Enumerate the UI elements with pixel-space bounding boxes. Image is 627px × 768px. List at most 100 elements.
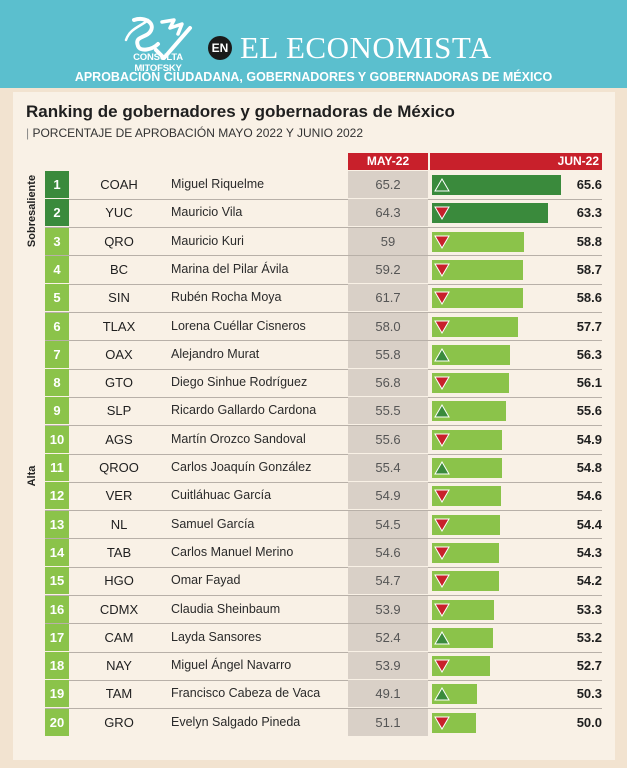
trend-up-icon <box>434 347 450 362</box>
jun-value: 50.0 <box>576 714 602 730</box>
governor-name: Lorena Cuéllar Cisneros <box>171 318 306 333</box>
brand-title: EL ECONOMISTA <box>240 30 492 65</box>
trend-down-icon <box>434 376 450 391</box>
rank-badge: 13 <box>45 510 69 538</box>
jun-bar <box>432 231 524 252</box>
row-divider <box>45 566 602 568</box>
rank-badge: 2 <box>45 199 69 227</box>
jun-value: 56.1 <box>576 375 602 391</box>
rank-badge: 1 <box>45 171 69 198</box>
row-divider <box>45 283 602 285</box>
trend-up-icon <box>434 630 450 645</box>
trend-down-icon <box>434 433 450 447</box>
mitofsky-logo-icon <box>124 17 192 60</box>
governor-name: Diego Sinhue Rodríguez <box>171 375 308 390</box>
jun-value: 52.7 <box>576 658 602 674</box>
chart-title: Ranking de gobernadores y gobernadoras d… <box>26 102 455 121</box>
governor-name: Layda Sansores <box>171 629 262 644</box>
state-code: VER <box>105 488 133 504</box>
rank-badge: 9 <box>45 397 69 425</box>
rank-badge: 10 <box>45 425 69 453</box>
row-divider <box>45 651 602 653</box>
row-divider <box>45 595 602 596</box>
row-divider <box>45 453 602 455</box>
state-code: HGO <box>104 573 134 589</box>
may-value: 54.5 <box>348 510 428 538</box>
row-divider <box>45 708 602 710</box>
state-code: SLP <box>106 403 132 419</box>
jun-value: 54.8 <box>576 460 602 475</box>
row-divider <box>45 368 602 370</box>
rank-badge: 3 <box>45 227 69 255</box>
jun-value: 58.8 <box>576 233 602 249</box>
state-code: CDMX <box>99 601 139 617</box>
jun-bar <box>432 401 507 422</box>
trend-up-icon <box>434 404 450 418</box>
governor-name: Omar Fayad <box>171 573 241 588</box>
may-value: 55.8 <box>348 340 428 368</box>
governor-name: Carlos Joaquín González <box>171 460 312 474</box>
may-value: 49.1 <box>348 680 428 708</box>
state-code: YUC <box>105 205 133 221</box>
governor-name: Francisco Cabeza de Vaca <box>171 686 321 701</box>
state-code: OAX <box>105 346 133 362</box>
trend-down-icon <box>434 235 450 249</box>
may-value: 56.8 <box>348 369 428 397</box>
trend-up-icon <box>434 687 450 701</box>
category-label-sobresaliente: Sobresaliente <box>26 174 38 248</box>
row-divider <box>45 396 602 398</box>
jun-bar <box>432 288 523 309</box>
rank-badge: 20 <box>45 708 69 736</box>
may-value: 55.5 <box>348 397 428 425</box>
jun-bar <box>432 203 549 224</box>
row-divider <box>45 679 602 681</box>
en-badge: EN <box>208 36 232 60</box>
may-value: 52.4 <box>348 623 428 651</box>
governor-name: Rubén Rocha Moya <box>171 290 282 305</box>
jun-value: 53.2 <box>576 629 602 645</box>
jun-value: 55.6 <box>576 403 602 419</box>
governor-name: Mauricio Kuri <box>171 233 244 248</box>
state-code: COAH <box>100 177 138 192</box>
may-value: 64.3 <box>348 199 428 227</box>
jun-bar <box>432 316 518 337</box>
trend-down-icon <box>434 659 450 674</box>
jun-value: 54.9 <box>576 431 602 447</box>
rank-badge: 5 <box>45 284 69 312</box>
state-code: TLAX <box>102 318 136 334</box>
governor-name: Marina del Pilar Ávila <box>171 261 289 276</box>
rank-badge: 19 <box>45 680 69 708</box>
may-value: 55.6 <box>348 425 428 453</box>
jun-value: 56.3 <box>576 346 602 362</box>
state-code: QRO <box>104 233 134 249</box>
rank-badge: 12 <box>45 482 69 510</box>
state-code: NL <box>110 516 128 532</box>
jun-bar <box>432 259 524 280</box>
may-value: 54.9 <box>348 482 428 510</box>
state-code: QROO <box>99 460 139 475</box>
rank-badge: 14 <box>45 538 69 566</box>
chart-subtitle: | PORCENTAJE DE APROBACIÓN MAYO 2022 Y J… <box>26 126 364 140</box>
trend-down-icon <box>434 716 450 730</box>
governor-name: Evelyn Salgado Pineda <box>171 714 301 729</box>
jun-bar <box>432 458 502 478</box>
state-code: TAB <box>106 544 132 560</box>
header-subtitle: APROBACIÓN CIUDADANA, GOBERNADORES Y GOB… <box>74 70 553 84</box>
jun-bar <box>432 429 503 450</box>
trend-down-icon <box>434 320 450 334</box>
jun-value: 58.6 <box>576 290 602 306</box>
state-code: AGS <box>105 431 133 447</box>
trend-up-icon <box>434 461 450 475</box>
row-divider <box>45 340 602 342</box>
state-code: GRO <box>104 714 134 730</box>
trend-down-icon <box>434 574 450 589</box>
governor-name: Ricardo Gallardo Cardona <box>171 403 317 418</box>
category-label-alta: Alta <box>26 465 38 487</box>
row-divider <box>45 538 602 540</box>
trend-down-icon <box>434 518 450 532</box>
column-header-jun: JUN-22 <box>430 153 602 170</box>
jun-value: 63.3 <box>576 205 602 221</box>
header-banner <box>0 0 627 88</box>
may-value: 53.9 <box>348 595 428 623</box>
may-value: 61.7 <box>348 284 428 312</box>
